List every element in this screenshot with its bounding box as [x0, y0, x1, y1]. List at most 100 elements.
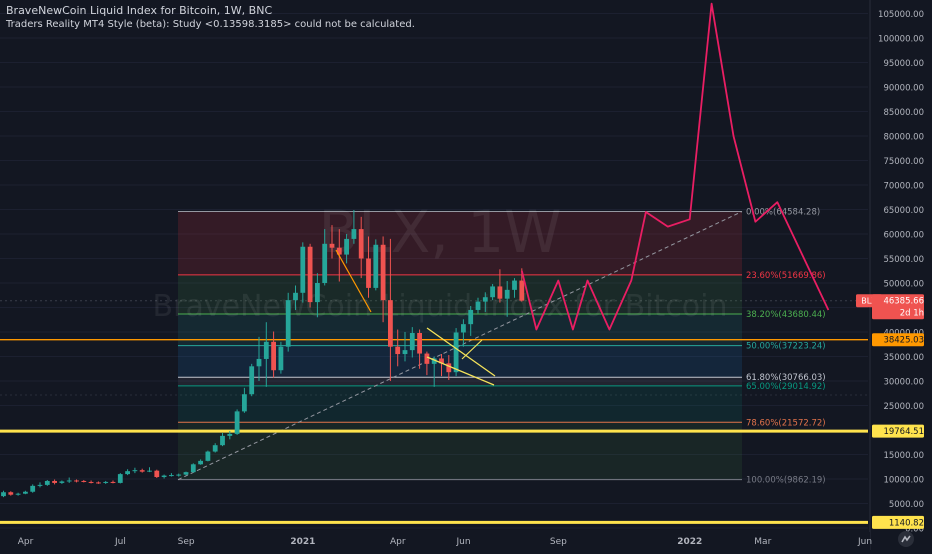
candlestick-series	[1, 209, 525, 498]
candle-body	[44, 480, 50, 485]
level-price-tag: 1140.82	[872, 515, 924, 529]
price-tick-label: 50000.00	[883, 280, 924, 290]
candle	[198, 459, 203, 465]
candle-body	[285, 300, 291, 347]
yellow-channel-upper[interactable]	[426, 327, 496, 377]
candle	[475, 297, 481, 314]
fibonacci-retracement[interactable]: 0.00%(64584.28)23.60%(51669.86)38.20%(43…	[177, 208, 826, 486]
candle	[15, 492, 21, 496]
yellow-channel-lower[interactable]	[426, 356, 495, 386]
candle	[169, 473, 174, 477]
time-tick-label: Apr	[18, 537, 34, 547]
candle-body	[227, 433, 233, 436]
candle-body	[336, 247, 342, 255]
tradingview-logo-icon[interactable]	[898, 531, 914, 547]
price-axis[interactable]: 105000.00 100000.00 95000.00 90000.00 85000.…	[869, 0, 932, 550]
candle-body	[205, 451, 211, 461]
candle-body	[344, 238, 349, 255]
price-tick-label: 0.00	[905, 525, 924, 535]
candle-body	[380, 244, 386, 301]
candle	[512, 278, 517, 298]
candle-body	[351, 229, 357, 239]
candle-body	[263, 341, 269, 359]
time-tick-label: Mar	[754, 537, 771, 547]
price-tick-label: 65000.00	[883, 206, 924, 216]
price-tick-label: 60000.00	[883, 231, 924, 241]
fib-zone	[178, 274, 742, 314]
candle-body	[453, 332, 459, 373]
candle-body	[139, 470, 145, 472]
watermark: BLX, 1W BraveNewCoin Liquid Index for Bi…	[153, 198, 728, 324]
time-tick-label: Sep	[550, 537, 567, 547]
candle-body	[424, 353, 430, 364]
candle	[37, 482, 43, 488]
time-axis-background	[0, 532, 870, 550]
time-axis[interactable]: Apr Jul Sep 2021 Apr Jun Sep 2022 Mar Jun	[0, 532, 872, 550]
price-axis-background	[870, 0, 932, 550]
candle	[44, 479, 50, 486]
candle-body	[417, 332, 422, 354]
fib-zone	[178, 211, 742, 275]
candle	[74, 479, 79, 483]
candle-body	[103, 481, 109, 483]
time-tick-label: 2022	[677, 537, 702, 547]
candle	[409, 327, 415, 358]
level-price-tag-text: 1140.82	[889, 518, 924, 528]
projection-line[interactable]	[520, 2, 830, 331]
candle-body	[461, 324, 466, 333]
candle	[307, 243, 313, 308]
candle	[395, 329, 401, 367]
candle	[329, 225, 335, 259]
projection-path[interactable]	[520, 2, 830, 331]
price-tick-label: 5000.00	[889, 500, 924, 510]
candle	[125, 469, 130, 476]
candle	[234, 409, 240, 435]
candle	[271, 331, 276, 378]
candle	[285, 292, 291, 352]
candle-body	[439, 358, 444, 364]
candle-body	[220, 435, 225, 446]
fib-level-label: 100.00%(9862.19)	[746, 476, 826, 486]
support-price-tag: 38425.03	[872, 333, 924, 347]
yellow-breakout-line[interactable]	[461, 339, 483, 360]
last-price-text: 46385.66	[883, 297, 924, 307]
candle-body	[37, 484, 43, 486]
candle-body	[15, 493, 21, 495]
fib-level-label: 61.80%(30766.03)	[746, 373, 826, 383]
fib-trend-line[interactable]	[177, 211, 743, 481]
candle	[139, 468, 145, 473]
countdown-text: 2d 1h	[900, 309, 924, 319]
candle	[242, 387, 247, 413]
drawings[interactable]	[335, 249, 496, 386]
candle	[373, 239, 379, 291]
candle-body	[519, 280, 525, 301]
candle	[461, 319, 466, 347]
candle-body	[468, 309, 474, 325]
time-tick-label: Sep	[178, 537, 195, 547]
candle-body	[242, 394, 247, 412]
candle	[263, 322, 269, 387]
price-tick-label: 70000.00	[883, 182, 924, 192]
orange-trend-line[interactable]	[335, 249, 372, 313]
horizontal-levels[interactable]	[0, 339, 868, 524]
fib-level-label: 78.60%(21572.72)	[746, 418, 826, 428]
candle-body	[132, 470, 138, 472]
candle	[220, 432, 225, 447]
candle	[358, 216, 364, 279]
fib-zone	[178, 345, 742, 378]
candle-body	[373, 244, 379, 288]
candle	[439, 354, 444, 377]
candle	[1, 490, 6, 498]
candle-body	[278, 346, 284, 371]
candle-body	[234, 411, 240, 434]
candle	[351, 209, 357, 244]
level-price-tag: 19764.51	[872, 424, 924, 438]
candle-body	[66, 480, 72, 482]
candle-body	[176, 474, 182, 476]
candle	[366, 236, 371, 298]
candle	[468, 306, 474, 336]
candle	[117, 473, 123, 484]
price-tick-label: 100000.00	[878, 35, 924, 45]
